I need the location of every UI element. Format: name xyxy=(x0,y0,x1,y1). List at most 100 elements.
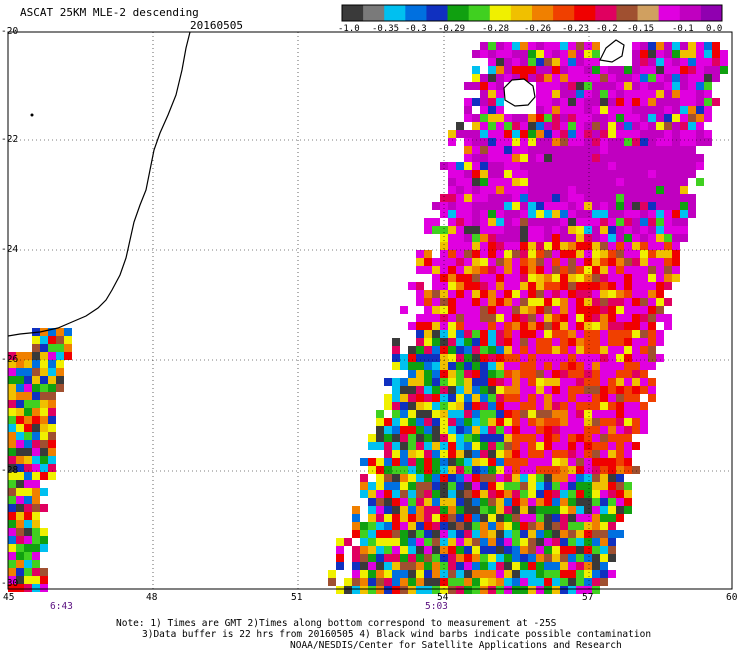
wind-cell xyxy=(600,450,608,458)
wind-cell xyxy=(464,162,472,170)
wind-cell xyxy=(384,514,392,522)
wind-cell xyxy=(496,450,504,458)
wind-cell xyxy=(592,498,600,506)
wind-cell xyxy=(704,82,712,90)
note-line-3: NOAA/NESDIS/Center for Satellite Applica… xyxy=(290,640,622,651)
wind-cell xyxy=(496,58,504,66)
wind-cell xyxy=(592,266,600,274)
wind-cell xyxy=(632,338,640,346)
wind-cell xyxy=(544,394,552,402)
wind-cell xyxy=(504,138,512,146)
wind-cell xyxy=(584,298,592,306)
wind-cell xyxy=(472,394,480,402)
wind-cell xyxy=(464,402,472,410)
wind-cell xyxy=(648,378,656,386)
wind-cell xyxy=(8,536,16,544)
wind-cell xyxy=(488,98,496,106)
wind-cell xyxy=(472,154,480,162)
wind-cell xyxy=(472,282,480,290)
wind-cell xyxy=(608,418,616,426)
wind-cell xyxy=(464,242,472,250)
wind-cell xyxy=(368,514,376,522)
wind-cell xyxy=(408,378,416,386)
wind-cell xyxy=(520,42,528,50)
wind-cell xyxy=(576,570,584,578)
wind-cell xyxy=(520,450,528,458)
wind-cell xyxy=(648,258,656,266)
wind-cell xyxy=(552,530,560,538)
wind-cell xyxy=(528,186,536,194)
wind-cell xyxy=(488,82,496,90)
wind-cell xyxy=(472,506,480,514)
wind-cell xyxy=(608,394,616,402)
wind-cell xyxy=(8,576,16,584)
wind-cell xyxy=(504,554,512,562)
wind-cell xyxy=(600,250,608,258)
wind-cell xyxy=(672,66,680,74)
wind-cell xyxy=(696,90,704,98)
wind-cell xyxy=(416,586,424,594)
wind-cell xyxy=(560,266,568,274)
wind-cell xyxy=(520,274,528,282)
wind-cell xyxy=(512,66,520,74)
wind-cell xyxy=(616,106,624,114)
wind-cell xyxy=(592,290,600,298)
wind-cell xyxy=(616,434,624,442)
wind-cell xyxy=(512,426,520,434)
wind-cell xyxy=(496,74,504,82)
wind-cell xyxy=(16,536,24,544)
wind-cell xyxy=(552,522,560,530)
wind-cell xyxy=(584,290,592,298)
wind-cell xyxy=(496,90,504,98)
wind-cell xyxy=(552,482,560,490)
wind-cell xyxy=(8,464,16,472)
wind-cell xyxy=(544,450,552,458)
wind-cell xyxy=(24,456,32,464)
wind-cell xyxy=(528,450,536,458)
wind-cell xyxy=(560,378,568,386)
wind-cell xyxy=(488,162,496,170)
wind-cell xyxy=(632,242,640,250)
wind-cell xyxy=(720,66,728,74)
wind-cell xyxy=(448,498,456,506)
wind-cell xyxy=(16,352,24,360)
wind-cell xyxy=(616,282,624,290)
wind-cell xyxy=(456,426,464,434)
wind-cell xyxy=(664,258,672,266)
wind-cell xyxy=(416,466,424,474)
wind-cell xyxy=(672,50,680,58)
wind-cell xyxy=(448,578,456,586)
wind-cell xyxy=(480,170,488,178)
wind-cell xyxy=(480,522,488,530)
wind-cell xyxy=(352,546,360,554)
wind-cell xyxy=(480,322,488,330)
wind-cell xyxy=(504,258,512,266)
pass-time-right: 5:03 xyxy=(425,601,448,612)
wind-cell xyxy=(440,522,448,530)
wind-cell xyxy=(624,330,632,338)
wind-cell xyxy=(384,506,392,514)
wind-cell xyxy=(536,354,544,362)
wind-cell xyxy=(640,42,648,50)
wind-cell xyxy=(536,482,544,490)
wind-cell xyxy=(568,82,576,90)
wind-cell xyxy=(512,562,520,570)
wind-cell xyxy=(544,554,552,562)
wind-cell xyxy=(512,450,520,458)
wind-cell xyxy=(680,202,688,210)
wind-cell xyxy=(424,458,432,466)
wind-cell xyxy=(464,450,472,458)
lon-tick-51: 51 xyxy=(291,592,303,603)
wind-cell xyxy=(424,330,432,338)
wind-cell xyxy=(456,490,464,498)
wind-cell xyxy=(576,106,584,114)
wind-cell xyxy=(432,546,440,554)
wind-cell xyxy=(24,528,32,536)
wind-cell xyxy=(624,242,632,250)
wind-cell xyxy=(400,386,408,394)
wind-cell xyxy=(552,242,560,250)
wind-cell xyxy=(592,362,600,370)
wind-cell xyxy=(480,218,488,226)
wind-cell xyxy=(352,578,360,586)
wind-cell xyxy=(456,266,464,274)
